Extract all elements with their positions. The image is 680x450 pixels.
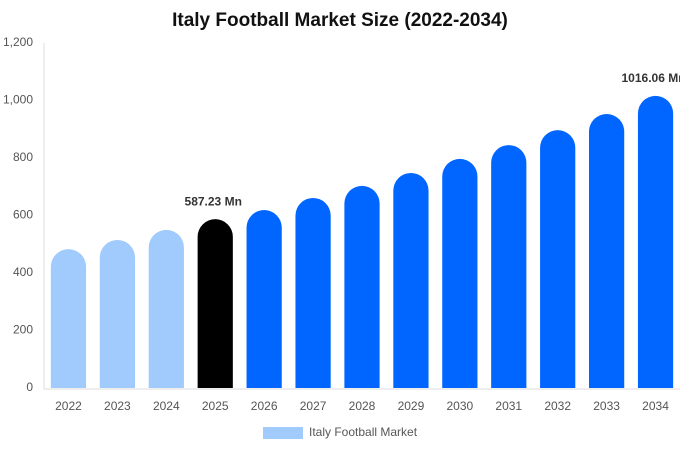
x-tick-label: 2022 (55, 399, 82, 413)
value-label: 1016.06 Mn (622, 71, 680, 85)
x-tick-label: 2027 (300, 399, 327, 413)
x-tick-label: 2024 (153, 399, 180, 413)
bar (540, 130, 576, 389)
y-tick-label: 800 (13, 150, 33, 164)
bar (589, 114, 625, 389)
x-tick-label: 2026 (251, 399, 278, 413)
x-tick-label: 2033 (593, 399, 620, 413)
x-tick-label: 2030 (446, 399, 473, 413)
bar (637, 95, 674, 388)
bar (295, 197, 331, 388)
bar (99, 239, 135, 388)
y-tick-label: 1,000 (3, 93, 33, 107)
x-tick-label: 2034 (642, 399, 669, 413)
x-tick-label: 2025 (202, 399, 229, 413)
bar (197, 219, 233, 388)
y-tick-label: 1,200 (3, 35, 33, 49)
bar (50, 249, 87, 388)
x-tick-label: 2032 (544, 399, 571, 413)
y-tick-label: 400 (13, 265, 33, 279)
value-label: 587.23 Mn (185, 194, 242, 208)
x-tick-label: 2023 (104, 399, 131, 413)
bar (442, 158, 478, 388)
x-tick-label: 2031 (495, 399, 522, 413)
legend-swatch (263, 427, 303, 439)
bar (148, 229, 184, 388)
bar (344, 185, 380, 388)
bar (393, 172, 429, 388)
bar (246, 210, 282, 388)
x-tick-label: 2028 (349, 399, 376, 413)
x-tick-label: 2029 (398, 399, 425, 413)
y-tick-label: 200 (13, 323, 33, 337)
legend-label: Italy Football Market (309, 425, 418, 439)
chart-title: Italy Football Market Size (2022-2034) (172, 10, 508, 31)
bar (491, 145, 527, 388)
y-tick-label: 0 (26, 380, 33, 394)
y-tick-label: 600 (13, 208, 33, 222)
